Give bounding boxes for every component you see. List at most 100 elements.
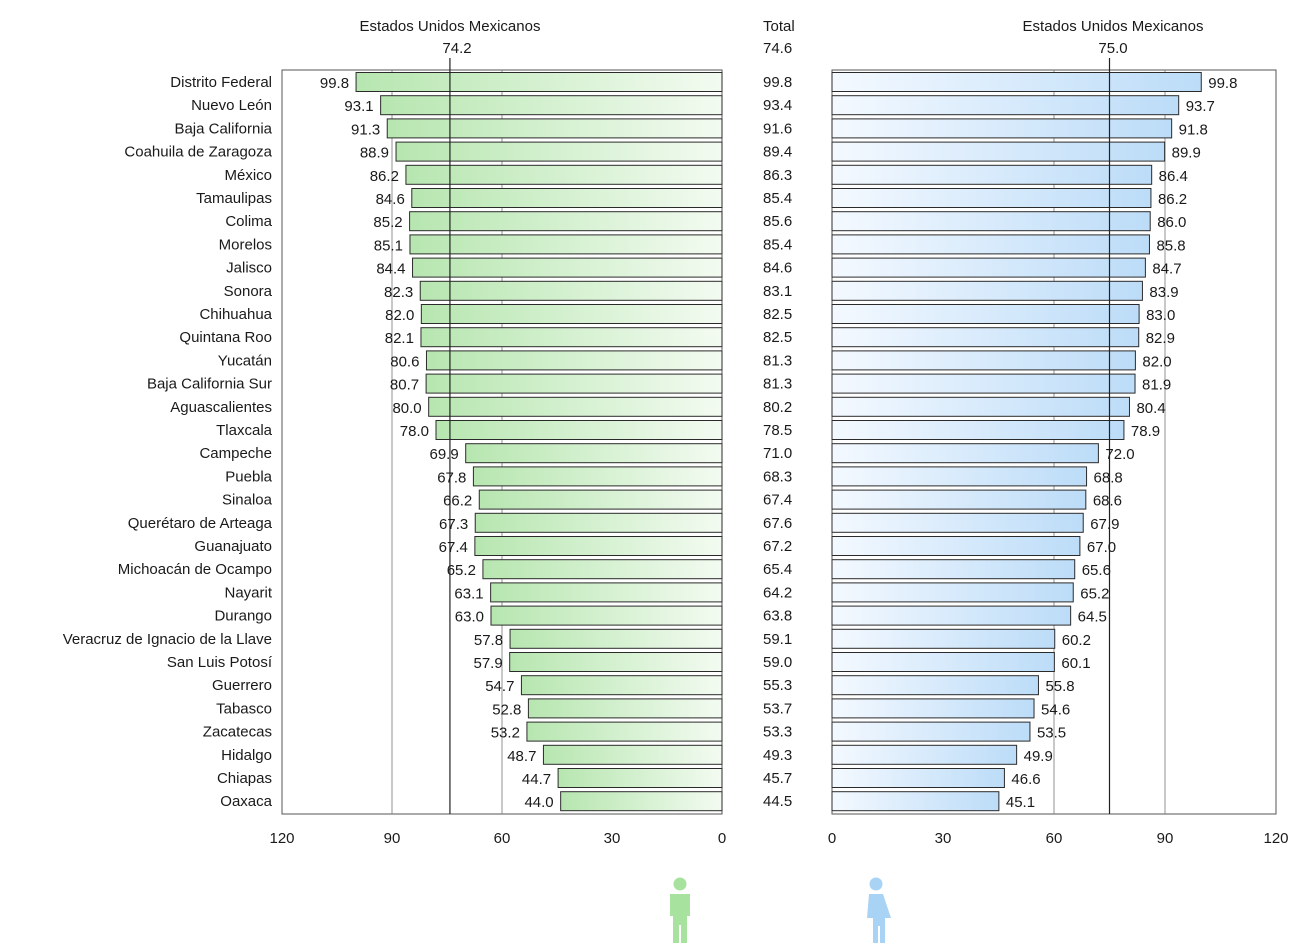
women-bar xyxy=(831,466,1088,487)
men-bar xyxy=(435,420,723,440)
men-bar xyxy=(482,559,723,580)
left-axis-tick: 120 xyxy=(269,830,294,847)
men-value-label: 80.7 xyxy=(390,377,419,394)
state-label: Sonora xyxy=(224,283,273,300)
women-bar xyxy=(831,234,1150,255)
state-label: Veracruz de Ignacio de la Llave xyxy=(63,631,272,648)
total-value-label: 85.4 xyxy=(763,236,792,253)
men-bar xyxy=(490,605,723,626)
state-label: Guerrero xyxy=(212,677,272,694)
men-bar xyxy=(355,72,723,92)
left-axis-tick: 30 xyxy=(604,830,621,847)
left-axis-tick: 0 xyxy=(718,830,726,847)
men-bar xyxy=(411,188,723,208)
women-bar xyxy=(831,420,1125,440)
women-bar xyxy=(831,628,1056,649)
left-axis-tick: 60 xyxy=(494,830,511,847)
men-bar xyxy=(405,164,723,185)
women-bar xyxy=(831,582,1074,603)
total-value-label: 85.4 xyxy=(763,190,792,207)
men-bar xyxy=(420,304,723,324)
total-value-label: 59.1 xyxy=(763,631,792,648)
women-bar xyxy=(831,675,1039,696)
women-value-label: 93.7 xyxy=(1186,98,1215,115)
state-label: Jalisco xyxy=(226,260,272,277)
women-value-label: 80.4 xyxy=(1136,400,1165,417)
women-bar xyxy=(831,72,1202,92)
women-bar xyxy=(831,652,1055,672)
women-bar xyxy=(831,721,1031,742)
total-value-label: 44.5 xyxy=(763,793,792,810)
total-value-label: 67.4 xyxy=(763,492,792,509)
right-axis-tick: 60 xyxy=(1046,830,1063,847)
men-bar xyxy=(465,443,723,464)
women-bar xyxy=(831,327,1140,348)
total-value-label: 78.5 xyxy=(763,422,792,439)
right-axis-tick: 120 xyxy=(1263,830,1288,847)
men-bar xyxy=(527,698,723,719)
women-bar xyxy=(831,605,1072,626)
women-bar xyxy=(831,536,1081,556)
women-bar xyxy=(831,304,1140,324)
men-value-label: 84.4 xyxy=(376,261,405,278)
state-label: Guanajuato xyxy=(194,538,272,555)
state-label: Campeche xyxy=(199,445,272,462)
men-value-label: 63.0 xyxy=(455,609,484,626)
men-value-label: 67.8 xyxy=(437,469,466,486)
state-label: Distrito Federal xyxy=(170,74,272,91)
women-bar xyxy=(831,489,1087,510)
state-label: Baja California Sur xyxy=(147,376,272,393)
state-label: Querétaro de Arteaga xyxy=(128,515,273,532)
men-bar xyxy=(526,721,723,742)
women-bar xyxy=(831,164,1153,185)
women-bar xyxy=(831,768,1005,788)
total-value-label: 68.3 xyxy=(763,468,792,485)
women-value-label: 54.6 xyxy=(1041,701,1070,718)
women-value-label: 82.0 xyxy=(1142,353,1171,370)
total-value-label: 91.6 xyxy=(763,120,792,137)
women-value-label: 91.8 xyxy=(1179,121,1208,138)
women-value-label: 85.8 xyxy=(1156,237,1185,254)
men-value-label: 84.6 xyxy=(376,191,405,208)
state-label: Yucatán xyxy=(218,352,272,369)
total-value-label: 45.7 xyxy=(763,770,792,787)
women-value-label: 64.5 xyxy=(1078,609,1107,626)
total-value-label: 71.0 xyxy=(763,445,792,462)
men-bar xyxy=(386,118,723,139)
women-bar xyxy=(831,698,1035,719)
right-axis-tick: 90 xyxy=(1157,830,1174,847)
men-value-label: 67.3 xyxy=(439,516,468,533)
state-label: Aguascalientes xyxy=(170,399,272,416)
women-value-label: 53.5 xyxy=(1037,725,1066,742)
women-value-label: 83.9 xyxy=(1149,284,1178,301)
total-value-label: 67.6 xyxy=(763,515,792,532)
state-label: San Luis Potosí xyxy=(167,654,273,671)
women-bar xyxy=(831,95,1180,116)
total-value-label: 85.6 xyxy=(763,213,792,230)
total-column-reference-value: 74.6 xyxy=(763,40,792,57)
total-value-label: 64.2 xyxy=(763,584,792,601)
women-bar xyxy=(831,396,1130,417)
women-value-label: 49.9 xyxy=(1024,748,1053,765)
state-label: Tabasco xyxy=(216,700,272,717)
men-value-label: 44.7 xyxy=(522,771,551,788)
men-value-label: 80.6 xyxy=(390,353,419,370)
women-bar xyxy=(831,512,1084,533)
women-value-label: 68.8 xyxy=(1094,469,1123,486)
men-bar xyxy=(380,95,723,116)
state-label: México xyxy=(224,167,272,184)
men-bar xyxy=(409,234,723,255)
women-value-label: 55.8 xyxy=(1045,678,1074,695)
men-value-label: 86.2 xyxy=(370,168,399,185)
men-value-label: 53.2 xyxy=(491,725,520,742)
right-axis-tick: 30 xyxy=(935,830,952,847)
women-bar xyxy=(831,443,1099,464)
total-value-label: 83.1 xyxy=(763,283,792,300)
total-column-title: Total xyxy=(763,18,795,35)
woman-icon xyxy=(867,877,891,943)
total-value-label: 67.2 xyxy=(763,538,792,555)
men-bar xyxy=(474,512,723,533)
women-value-label: 60.2 xyxy=(1062,632,1091,649)
total-value-label: 82.5 xyxy=(763,329,792,346)
